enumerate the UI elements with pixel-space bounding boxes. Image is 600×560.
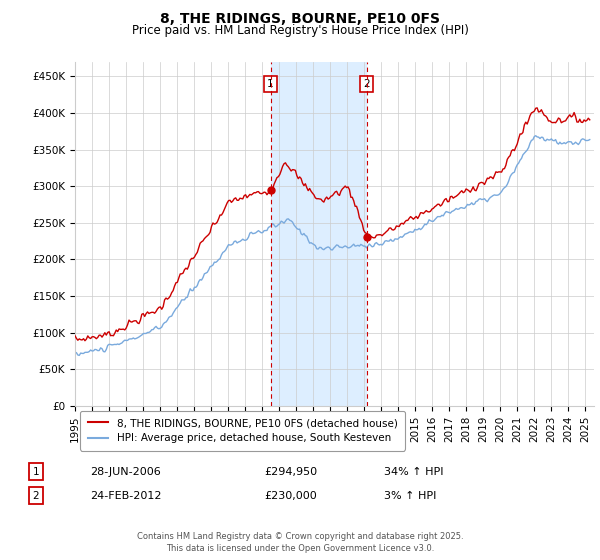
Text: 8, THE RIDINGS, BOURNE, PE10 0FS: 8, THE RIDINGS, BOURNE, PE10 0FS xyxy=(160,12,440,26)
Text: 24-FEB-2012: 24-FEB-2012 xyxy=(90,491,161,501)
Text: £230,000: £230,000 xyxy=(264,491,317,501)
Text: 2: 2 xyxy=(32,491,40,501)
Text: 2: 2 xyxy=(364,79,370,89)
Text: 3% ↑ HPI: 3% ↑ HPI xyxy=(384,491,436,501)
Text: 28-JUN-2006: 28-JUN-2006 xyxy=(90,466,161,477)
Text: Contains HM Land Registry data © Crown copyright and database right 2025.
This d: Contains HM Land Registry data © Crown c… xyxy=(137,532,463,553)
Text: 1: 1 xyxy=(32,466,40,477)
Text: 1: 1 xyxy=(267,79,274,89)
Text: Price paid vs. HM Land Registry's House Price Index (HPI): Price paid vs. HM Land Registry's House … xyxy=(131,24,469,36)
Text: £294,950: £294,950 xyxy=(264,466,317,477)
Legend: 8, THE RIDINGS, BOURNE, PE10 0FS (detached house), HPI: Average price, detached : 8, THE RIDINGS, BOURNE, PE10 0FS (detach… xyxy=(80,410,405,451)
Text: 34% ↑ HPI: 34% ↑ HPI xyxy=(384,466,443,477)
